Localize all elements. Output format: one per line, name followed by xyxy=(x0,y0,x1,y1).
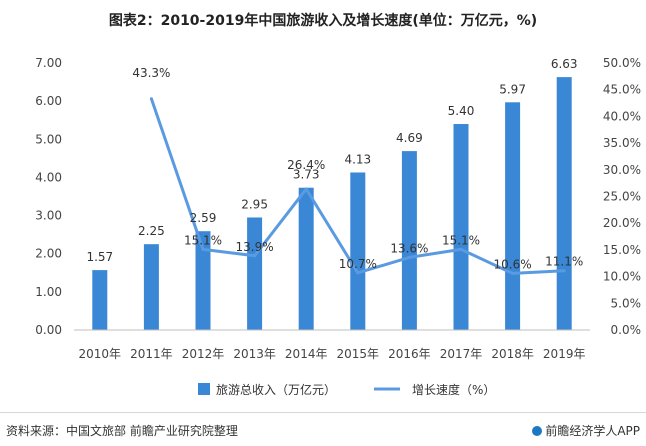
x-tick-label: 2010年 xyxy=(79,347,122,361)
bar-value-label: 2.25 xyxy=(138,224,165,238)
line-data-labels: 43.3% 15.1% 13.9% 26.4% 10.7% 13.6% 15.1% 10.6%… xyxy=(132,66,583,272)
line-point xyxy=(511,271,515,275)
y-left-tick-label: 5.00 xyxy=(35,132,62,146)
bar xyxy=(350,172,366,330)
y-right-tick-label: 0.0% xyxy=(611,323,642,337)
y-left-tick-label: 6.00 xyxy=(35,94,62,108)
line-point xyxy=(356,271,360,275)
y-left-tick-label: 1.00 xyxy=(35,285,62,299)
line-point xyxy=(201,247,205,251)
y-left-tick-label: 7.00 xyxy=(35,56,62,70)
y-left-tick-label: 2.00 xyxy=(35,247,62,261)
bar xyxy=(92,270,108,330)
x-axis: 2010年 2011年 2012年 2013年 2014年 2015年 2016年 2017年… xyxy=(79,347,586,361)
bar-value-label: 5.40 xyxy=(448,104,475,118)
y-right-tick-label: 20.0% xyxy=(603,216,641,230)
bar-series xyxy=(92,77,572,331)
line-value-label: 13.6% xyxy=(390,241,428,255)
line-point xyxy=(149,97,153,101)
line-value-label: 15.1% xyxy=(442,233,480,247)
line-value-label: 10.7% xyxy=(339,257,377,271)
y-right-tick-label: 10.0% xyxy=(603,270,641,284)
line-point xyxy=(407,255,411,259)
legend: 旅游总收入（万亿元） 增长速度（%） xyxy=(198,382,495,397)
x-tick-label: 2014年 xyxy=(285,347,328,361)
y-right-axis: 0.0% 5.0% 10.0% 15.0% 20.0% 25.0% 30.0% 35.0% 40… xyxy=(603,56,641,337)
y-left-tick-label: 4.00 xyxy=(35,170,62,184)
bar xyxy=(453,124,469,331)
line-point xyxy=(459,247,463,251)
bar-value-label: 2.59 xyxy=(190,211,217,225)
y-right-tick-label: 35.0% xyxy=(603,136,641,150)
x-tick-label: 2013年 xyxy=(233,347,276,361)
chart-title: 图表2：2010-2019年中国旅游收入及增长速度(单位：万亿元，%) xyxy=(108,13,538,29)
bar-value-label: 4.13 xyxy=(344,152,371,166)
line-value-label: 11.1% xyxy=(545,255,583,269)
line-value-label: 43.3% xyxy=(132,66,170,80)
bar xyxy=(195,231,211,330)
footer: 资料来源：中国文旅部 前瞻产业研究院整理 前瞻经济学人APP xyxy=(0,412,646,446)
bar xyxy=(556,77,572,330)
bar-value-label: 3.73 xyxy=(293,168,320,182)
x-tick-label: 2011年 xyxy=(130,347,173,361)
y-right-tick-label: 15.0% xyxy=(603,243,641,257)
y-right-tick-label: 40.0% xyxy=(603,109,641,123)
y-right-tick-label: 5.0% xyxy=(611,296,642,310)
legend-bar-label: 旅游总收入（万亿元） xyxy=(216,382,336,397)
legend-line-label: 增长速度（%） xyxy=(412,382,495,397)
bar-value-label: 6.63 xyxy=(551,57,578,71)
logo-icon xyxy=(532,426,543,436)
bar-value-label: 4.69 xyxy=(396,131,423,145)
bar xyxy=(298,187,314,330)
x-tick-label: 2019年 xyxy=(543,347,586,361)
x-tick-label: 2012年 xyxy=(182,347,225,361)
x-tick-label: 2016年 xyxy=(388,347,431,361)
legend-bar-swatch xyxy=(198,383,210,395)
y-left-tick-label: 0.00 xyxy=(35,323,62,337)
y-left-axis: 0.00 1.00 2.00 3.00 4.00 5.00 6.00 7.00 xyxy=(35,56,62,337)
bar xyxy=(505,102,521,330)
y-right-tick-label: 45.0% xyxy=(603,83,641,97)
line-series xyxy=(149,97,566,275)
line-value-label: 26.4% xyxy=(287,158,325,172)
line-value-label: 10.6% xyxy=(494,257,532,271)
bar xyxy=(247,217,263,330)
chart-canvas: 0.00 1.00 2.00 3.00 4.00 5.00 6.00 7.00 0.0% 5.0… xyxy=(35,56,641,397)
line-value-label: 15.1% xyxy=(184,233,222,247)
x-tick-label: 2018年 xyxy=(491,347,534,361)
y-right-tick-label: 30.0% xyxy=(603,163,641,177)
bar xyxy=(143,244,159,330)
line-point xyxy=(304,187,308,191)
bar-value-label: 2.95 xyxy=(241,197,268,211)
bar xyxy=(401,151,417,330)
bar-data-labels: 1.57 2.25 2.59 2.95 3.73 4.13 4.69 5.40 5.97 6.63 xyxy=(86,57,577,264)
source-note: 资料来源：中国文旅部 前瞻产业研究院整理 xyxy=(6,424,238,438)
line-point xyxy=(562,269,566,273)
y-right-tick-label: 25.0% xyxy=(603,190,641,204)
bar-value-label: 5.97 xyxy=(499,82,526,96)
x-tick-label: 2015年 xyxy=(337,347,380,361)
brand: 前瞻经济学人APP xyxy=(532,422,640,439)
line-point xyxy=(253,254,257,258)
line-value-label: 13.9% xyxy=(236,240,274,254)
x-tick-label: 2017年 xyxy=(440,347,483,361)
bar-value-label: 1.57 xyxy=(86,250,113,264)
brand-label: 前瞻经济学人APP xyxy=(545,424,640,438)
y-right-tick-label: 50.0% xyxy=(603,56,641,70)
y-left-tick-label: 3.00 xyxy=(35,209,62,223)
